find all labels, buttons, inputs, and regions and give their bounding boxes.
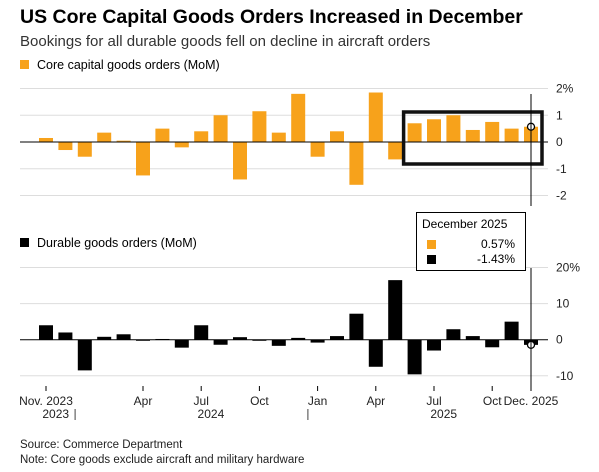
tooltip-title: December 2025 [422,217,508,231]
y-tick-label: 20% [556,261,580,275]
legend-durable-swatch [20,238,29,247]
x-tick-label: Oct [250,394,269,408]
bar [116,334,131,340]
bar [446,329,461,340]
bar [97,336,112,340]
x-tick-label: Oct [483,394,502,408]
bar [174,339,189,348]
bar [233,337,247,340]
legend-core-swatch [20,60,29,69]
x-tick-label: Jul [426,394,441,408]
bar [407,123,422,142]
x-tick-label: Nov. 2023 [19,394,73,408]
bar [349,142,364,185]
bar [155,128,170,142]
bar [252,111,267,142]
tooltip-row-core: 0.57% [423,237,521,251]
legend-core-label: Core capital goods orders (MoM) [37,58,220,72]
bar [271,339,286,346]
bar [465,336,480,340]
bar [252,339,267,341]
bar [465,129,480,142]
tooltip-core-value: 0.57% [480,237,515,251]
bar [407,339,422,375]
tooltip-core-swatch [427,240,436,249]
bar [388,280,403,340]
bar [77,142,92,157]
tooltip-row-durable: -1.43% [423,252,521,266]
bar [194,131,209,142]
bar [233,142,247,180]
bar [504,321,519,340]
y-tick-label: -10 [556,369,574,383]
bar [349,313,364,340]
chart-subtitle: Bookings for all durable goods fell on d… [20,33,431,50]
year-label: 2023 [42,407,69,421]
x-tick-label: Dec. 2025 [504,394,559,408]
tooltip-durable-value: -1.43% [476,252,515,266]
bar [368,92,383,142]
bar [213,339,228,345]
x-tick-label: Jan [308,394,327,408]
bar [427,339,441,351]
bar [97,132,112,142]
bar [310,142,325,157]
y-tick-label: 1 [556,108,563,122]
y-tick-label: -2 [556,189,567,203]
bar [504,128,519,142]
bar [427,119,441,142]
bar [194,325,209,340]
y-tick-label: 2% [556,82,574,96]
bar [291,93,306,142]
year-label: 2024 [198,407,225,421]
y-tick-label: 10 [556,297,570,311]
chart-title: US Core Capital Goods Orders Increased i… [20,6,523,28]
bar [485,121,500,142]
bar [58,332,73,340]
bar [485,339,500,348]
hover-tooltip: December 2025 0.57% -1.43% [416,212,526,271]
bar [39,137,53,142]
bar [330,131,344,142]
bar [116,140,131,142]
bar [446,115,461,142]
y-tick-label: 0 [556,135,563,149]
legend-core: Core capital goods orders (MoM) [20,58,220,72]
footnote: Note: Core goods exclude aircraft and mi… [20,454,305,466]
legend-durable-label: Durable goods orders (MoM) [37,236,197,250]
bar [136,142,150,176]
x-tick-label: Apr [366,394,385,408]
bar [330,336,344,340]
bar [271,132,286,142]
x-tick-label: Jul [194,394,209,408]
tooltip-durable-swatch [427,255,436,264]
bar [39,325,53,340]
bar [213,115,228,142]
source-note: Source: Commerce Department [20,439,183,451]
y-tick-label: 0 [556,333,563,347]
x-tick-label: Apr [134,394,153,408]
legend-durable: Durable goods orders (MoM) [20,236,197,250]
bar [174,142,189,148]
bar [368,339,383,367]
bar [310,339,325,343]
bar [291,337,306,340]
bar [58,142,73,151]
bar [77,339,92,371]
highlight-box [401,110,544,166]
bar [136,339,150,341]
y-tick-label: -1 [556,162,567,176]
year-label: 2025 [430,407,457,421]
bar [388,142,403,160]
